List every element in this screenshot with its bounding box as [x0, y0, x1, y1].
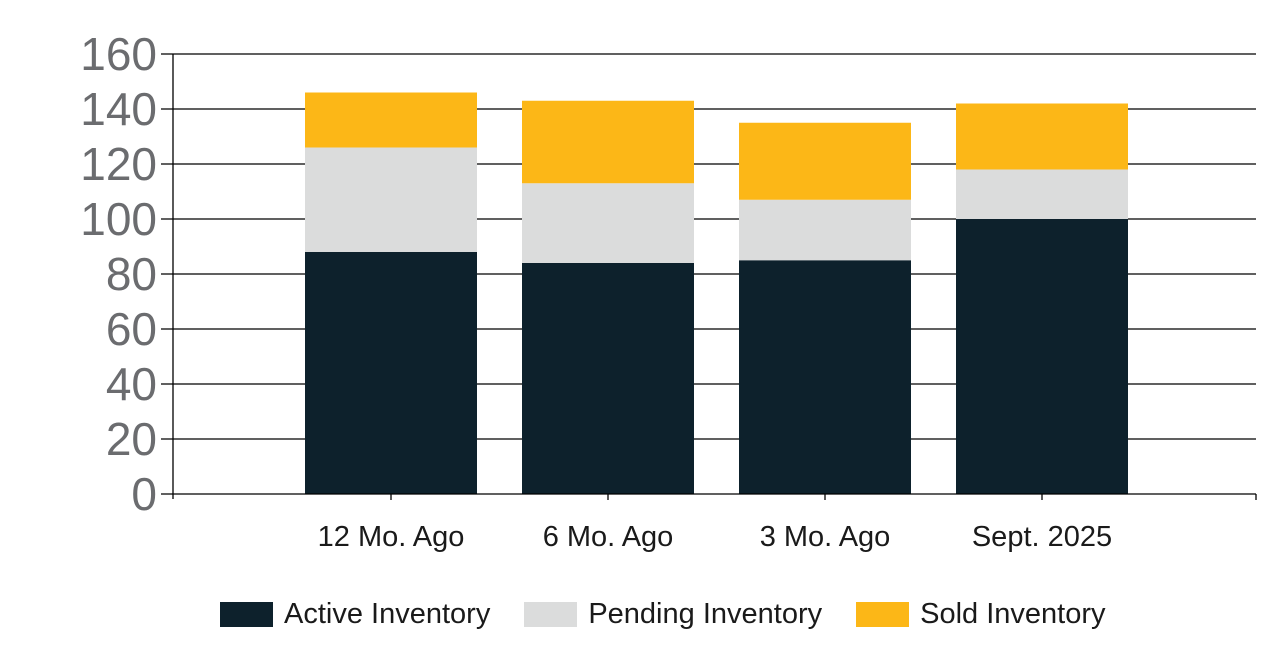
y-axis-tick-label: 60 [106, 303, 157, 355]
x-axis-tick-label: 6 Mo. Ago [543, 521, 674, 553]
bar-segment-3-mo-ago-active-inventory [739, 260, 911, 494]
legend-label: Active Inventory [284, 598, 491, 630]
y-axis-tick-label: 40 [106, 358, 157, 410]
legend-swatch-pending-inventory [524, 602, 578, 627]
legend-swatch-sold-inventory [856, 602, 910, 627]
y-axis-tick-label: 140 [80, 83, 157, 135]
bar-segment-3-mo-ago-sold-inventory [739, 122, 911, 200]
bar-segment-12-mo-ago-sold-inventory [305, 92, 477, 148]
y-axis-tick-label: 0 [131, 468, 157, 520]
bar-segment-sept-2025-active-inventory [956, 219, 1128, 494]
x-axis-tick-label: Sept. 2025 [972, 521, 1112, 553]
bar-segment-12-mo-ago-pending-inventory [305, 147, 477, 252]
bar-segment-6-mo-ago-sold-inventory [522, 100, 694, 184]
y-axis-tick-label: 120 [80, 138, 157, 190]
legend-item-sold-inventory: Sold Inventory [856, 598, 1106, 630]
x-axis-tick-label: 3 Mo. Ago [760, 521, 891, 553]
y-axis-tick-label: 160 [80, 28, 157, 80]
x-axis-tick-label: 12 Mo. Ago [318, 521, 465, 553]
legend-item-pending-inventory: Pending Inventory [524, 599, 822, 630]
chart-legend: Active Inventory Pending Inventory Sold In… [220, 599, 1106, 630]
y-axis-tick-label: 100 [80, 193, 157, 245]
bar-segment-3-mo-ago-pending-inventory [739, 199, 911, 261]
bar-segment-sept-2025-pending-inventory [956, 169, 1128, 219]
legend-label: Sold Inventory [920, 598, 1106, 630]
y-axis-tick-label: 20 [106, 413, 157, 465]
legend-swatch-active-inventory [220, 602, 273, 627]
bar-segment-12-mo-ago-active-inventory [305, 252, 477, 494]
bar-segment-6-mo-ago-active-inventory [522, 263, 694, 494]
bar-segment-6-mo-ago-pending-inventory [522, 183, 694, 263]
y-axis-tick-label: 80 [106, 248, 157, 300]
legend-label: Pending Inventory [588, 598, 823, 630]
bar-segment-sept-2025-sold-inventory [956, 103, 1128, 170]
legend-item-active-inventory: Active Inventory [220, 599, 490, 630]
